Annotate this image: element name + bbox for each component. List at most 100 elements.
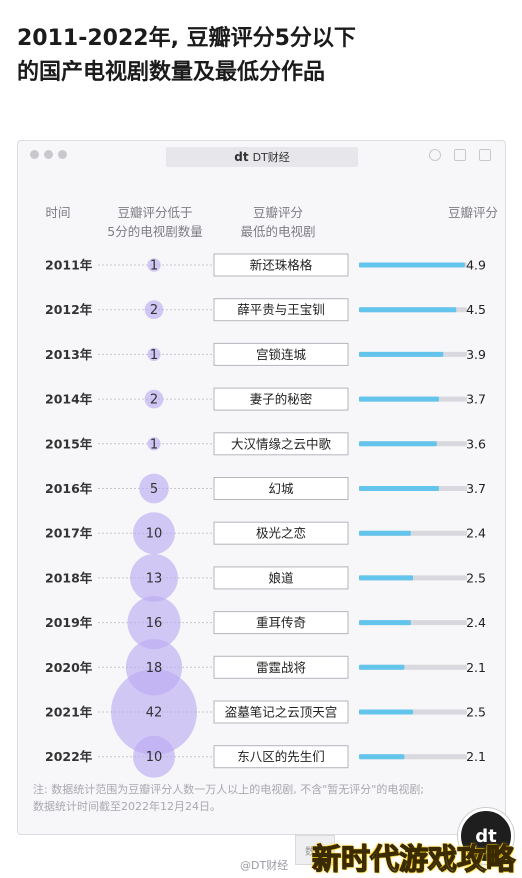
address-bar[interactable]: dt DT财经 xyxy=(166,147,358,167)
show-box xyxy=(213,477,349,500)
count-bubble xyxy=(127,596,181,650)
score-label: 2.1 xyxy=(466,660,486,675)
count-label: 42 xyxy=(146,706,163,721)
show-label: 妻子的秘密 xyxy=(250,392,313,407)
count-label: 2 xyxy=(150,303,158,318)
overlay-banner-text: 新时代游戏攻略 xyxy=(311,841,516,876)
show-box xyxy=(213,298,349,322)
footer-note-line-1: 注: 数据统计范围为豆瓣评分人数一万人以上的电视剧, 不含"暂无评分"的电视剧; xyxy=(33,783,425,796)
show-box xyxy=(213,253,349,277)
show-box xyxy=(213,745,349,769)
count-label: 2 xyxy=(150,393,158,408)
score-bar xyxy=(359,664,405,670)
year-label: 2016年 xyxy=(45,481,93,496)
count-label: 13 xyxy=(146,571,163,586)
count-bubble xyxy=(133,512,175,555)
count-bubble xyxy=(147,258,161,272)
footer-note-line-2: 数据统计时间截至2022年12月24日。 xyxy=(33,800,221,813)
score-label: 2.1 xyxy=(466,749,486,764)
year-label: 2020年 xyxy=(45,660,93,675)
title-line-2: 的国产电视剧数量及最低分作品 xyxy=(17,60,326,85)
show-box xyxy=(213,700,349,724)
score-label: 2.5 xyxy=(466,705,486,720)
score-label: 4.5 xyxy=(466,302,486,317)
count-label: 5 xyxy=(150,482,158,497)
year-label: 2017年 xyxy=(45,526,93,541)
year-label: 2015年 xyxy=(45,436,93,451)
record-icon[interactable] xyxy=(429,149,441,161)
show-label: 盗墓笔记之云顶天宫 xyxy=(225,705,338,720)
count-label: 1 xyxy=(150,437,158,452)
year-label: 2014年 xyxy=(45,392,93,407)
window-dot-minimize-icon[interactable] xyxy=(44,150,53,159)
chart-svg: 2011年 1 新还珠格格 4.9 2012年 2 薛平贵与王宝钏 4.5 2013年 1 宫锁连城… xyxy=(45,253,486,778)
score-bar xyxy=(359,396,439,402)
show-box xyxy=(213,342,349,366)
score-bar xyxy=(359,351,444,357)
year-label: 2013年 xyxy=(45,347,93,362)
header-count: 豆瓣评分低于 5分的电视剧数量 xyxy=(90,203,220,241)
show-label: 新还珠格格 xyxy=(250,258,313,273)
home-icon[interactable] xyxy=(479,149,491,161)
score-label: 2.4 xyxy=(466,526,486,541)
score-label: 3.9 xyxy=(466,347,486,362)
page-title: 2011-2022年, 豆瓣评分5分以下 的国产电视剧数量及最低分作品 xyxy=(17,22,497,90)
show-box xyxy=(213,566,349,590)
score-label: 3.7 xyxy=(466,392,486,407)
count-bubble xyxy=(144,389,164,409)
count-bubble xyxy=(144,300,164,320)
weibo-watermark: @DT财经 xyxy=(240,859,289,872)
window-dot-maximize-icon[interactable] xyxy=(58,150,67,159)
count-label: 18 xyxy=(146,661,163,676)
show-label: 东八区的先生们 xyxy=(237,749,325,764)
year-label: 2021年 xyxy=(45,705,93,720)
show-label: 大汉情缘之云中歌 xyxy=(231,436,332,451)
show-box xyxy=(213,521,349,545)
header-score: 豆瓣评分 xyxy=(447,205,498,220)
show-label: 薛平贵与王宝钏 xyxy=(237,302,325,317)
header-year: 时间 xyxy=(45,205,71,220)
header-show-line-2: 最低的电视剧 xyxy=(240,224,316,239)
header-show: 豆瓣评分 最低的电视剧 xyxy=(213,203,343,241)
score-label: 4.9 xyxy=(466,258,486,273)
score-label: 2.5 xyxy=(466,570,486,585)
count-bubble xyxy=(139,473,169,504)
show-label: 雷霆战将 xyxy=(256,660,306,675)
count-bubble xyxy=(147,347,161,362)
score-bar xyxy=(359,709,413,715)
score-label: 2.4 xyxy=(466,615,486,630)
year-label: 2022年 xyxy=(45,749,93,764)
row-content: 2011年 1 新还珠格格 4.9 2012年 2 薛平贵与王宝钏 4.5 2013年 1 宫锁连城… xyxy=(45,253,486,769)
score-bar xyxy=(359,262,465,268)
dt-circle-logo: dt xyxy=(458,808,514,864)
footer-note: 注: 数据统计范围为豆瓣评分人数一万人以上的电视剧, 不含"暂无评分"的电视剧;… xyxy=(33,781,473,815)
title-line-1: 2011-2022年, 豆瓣评分5分以下 xyxy=(17,26,356,51)
show-label: 极光之恋 xyxy=(256,526,306,541)
count-label: 16 xyxy=(146,616,163,631)
show-box xyxy=(213,432,349,456)
year-label: 2011年 xyxy=(45,258,93,273)
score-bar xyxy=(359,575,413,581)
header-show-line-1: 豆瓣评分 xyxy=(252,205,303,220)
year-label: 2018年 xyxy=(45,570,93,585)
show-label: 宫锁连城 xyxy=(256,347,307,362)
year-label: 2012年 xyxy=(45,302,93,317)
count-label: 10 xyxy=(146,750,163,765)
header-count-line-1: 豆瓣评分低于 xyxy=(117,205,193,220)
score-label: 3.7 xyxy=(466,481,486,496)
score-bar xyxy=(359,307,457,313)
chart-card: dt DT财经 时间 豆瓣评分低于 5分的电视剧数量 豆瓣评分 最低的电视剧 豆… xyxy=(17,140,506,835)
source-tab[interactable]: 数据 xyxy=(295,835,335,865)
count-bubble xyxy=(133,735,175,778)
header-count-line-2: 5分的电视剧数量 xyxy=(107,224,203,239)
count-bubble xyxy=(111,669,197,755)
bubble-layer xyxy=(111,258,197,778)
window-dot-close-icon[interactable] xyxy=(30,150,39,159)
count-label: 1 xyxy=(150,259,158,274)
address-text: DT财经 xyxy=(252,151,290,164)
count-label: 1 xyxy=(150,348,158,363)
count-label: 10 xyxy=(146,527,163,542)
score-bar xyxy=(359,620,411,626)
show-box xyxy=(213,387,349,411)
share-icon[interactable] xyxy=(454,149,466,161)
